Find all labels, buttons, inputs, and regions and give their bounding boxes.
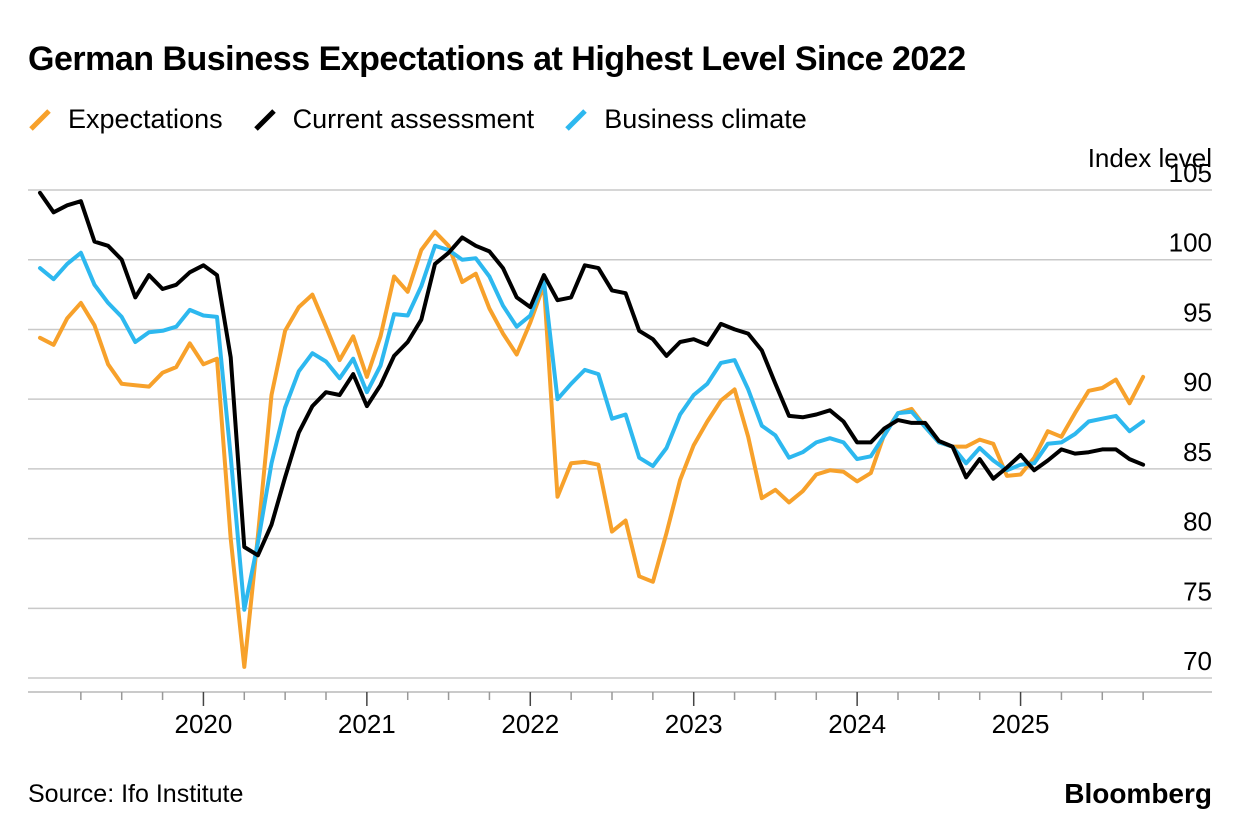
legend-label-expectations: Expectations: [68, 104, 223, 134]
y-tick-label-85: 85: [1183, 437, 1212, 467]
legend-label-current-assessment: Current assessment: [292, 104, 535, 134]
series-line-business-climate: [38, 243, 1146, 612]
legend-swatch-current-assessment: [253, 108, 277, 132]
x-tick-label-2020: 2020: [175, 709, 233, 739]
y-axis-unit-label: Index level: [1087, 143, 1212, 173]
chart-title: German Business Expectations at Highest …: [28, 40, 966, 78]
x-tick-label-2022: 2022: [501, 709, 559, 739]
x-tick-label-2021: 2021: [338, 709, 396, 739]
legend: Expectations Current assessment Business…: [28, 104, 807, 135]
y-tick-label-80: 80: [1183, 507, 1212, 537]
x-tick-label-2025: 2025: [992, 709, 1050, 739]
source-note: Source: Ifo Institute: [28, 780, 244, 808]
x-tick-label-2023: 2023: [665, 709, 723, 739]
series-line-current-assessment: [38, 190, 1146, 558]
legend-label-business-climate: Business climate: [604, 104, 807, 134]
legend-item-current-assessment: Current assessment: [253, 104, 535, 135]
y-tick-label-75: 75: [1183, 576, 1212, 606]
legend-item-expectations: Expectations: [28, 104, 223, 135]
y-tick-label-90: 90: [1183, 367, 1212, 397]
y-tick-label-70: 70: [1183, 646, 1212, 676]
y-tick-label-100: 100: [1169, 228, 1212, 258]
x-tick-label-2024: 2024: [828, 709, 886, 739]
y-tick-label-105: 105: [1169, 158, 1212, 188]
series-line-expectations: [38, 229, 1146, 669]
legend-swatch-business-climate: [564, 108, 588, 132]
bloomberg-logo: Bloomberg: [1064, 778, 1212, 809]
legend-item-business-climate: Business climate: [564, 104, 807, 135]
legend-swatch-expectations: [28, 108, 52, 132]
y-tick-label-95: 95: [1183, 297, 1212, 327]
